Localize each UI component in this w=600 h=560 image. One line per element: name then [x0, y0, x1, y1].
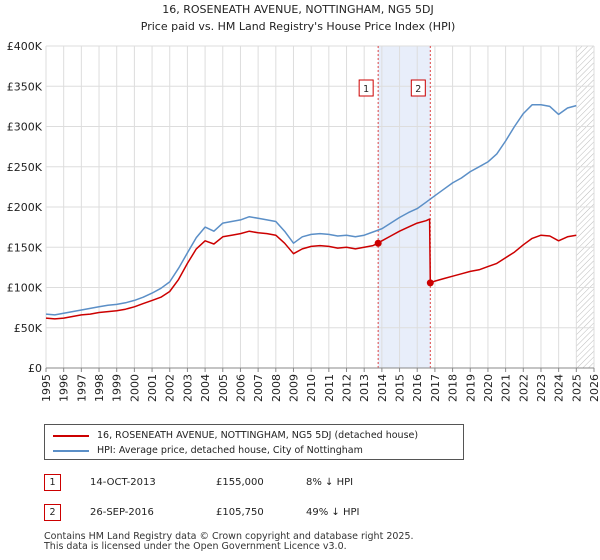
- property-series-line: [45, 218, 577, 320]
- x-tick-label: 1996: [58, 374, 71, 402]
- x-tick-label: 2003: [181, 374, 194, 402]
- x-tick-label: 2005: [217, 374, 230, 402]
- x-tick-label: 2020: [482, 374, 495, 402]
- x-tick-label: 2001: [146, 374, 159, 402]
- annotation-date-2: 26-SEP-2016: [90, 507, 154, 518]
- footer-line-1: Contains HM Land Registry data © Crown c…: [44, 531, 414, 542]
- y-tick-label: £400K: [7, 40, 43, 53]
- annotation-delta-1: 8% ↓ HPI: [306, 477, 354, 488]
- legend-property-label: 16, ROSENEATH AVENUE, NOTTINGHAM, NG5 5D…: [97, 430, 419, 441]
- legend: 16, ROSENEATH AVENUE, NOTTINGHAM, NG5 5D…: [44, 424, 464, 460]
- x-tick-label: 2016: [411, 374, 424, 402]
- x-tick-label: 2009: [287, 374, 300, 402]
- annotation-number-1: 1: [44, 474, 61, 491]
- legend-hpi-label: HPI: Average price, detached house, City…: [97, 445, 363, 456]
- y-tick-label: £50K: [14, 322, 43, 335]
- legend-item-property: 16, ROSENEATH AVENUE, NOTTINGHAM, NG5 5D…: [53, 429, 418, 443]
- x-tick-label: 2008: [270, 374, 283, 402]
- x-tick-label: 1997: [75, 374, 88, 402]
- x-tick-label: 1999: [111, 374, 124, 402]
- annotation-date-1: 14-OCT-2013: [90, 477, 156, 488]
- x-tick-label: 1995: [40, 374, 53, 402]
- footer-line-2: This data is licensed under the Open Gov…: [44, 541, 347, 552]
- annotation-delta-2: 49% ↓ HPI: [306, 507, 360, 518]
- chart-subtitle: Price paid vs. HM Land Registry's House …: [141, 20, 456, 33]
- y-tick-label: £350K: [7, 80, 43, 93]
- y-tick-label: £250K: [7, 161, 43, 174]
- x-tick-label: 1998: [93, 374, 106, 402]
- x-tick-label: 2022: [517, 374, 530, 402]
- y-tick-label: £0: [28, 362, 42, 375]
- annotation-row-2: 2 26-SEP-2016 £105,750 49% ↓ HPI: [44, 504, 584, 522]
- y-tick-label: £300K: [7, 121, 43, 134]
- marker-box-2: [410, 79, 426, 97]
- x-tick-label: 2011: [323, 374, 336, 402]
- annotation-price-1: £155,000: [216, 477, 264, 488]
- footer: Contains HM Land Registry data © Crown c…: [44, 532, 584, 552]
- legend-item-hpi: HPI: Average price, detached house, City…: [53, 444, 363, 458]
- x-tick-label: 2014: [376, 374, 389, 402]
- price-chart: 16, ROSENEATH AVENUE, NOTTINGHAM, NG5 5D…: [7, 3, 600, 402]
- x-tick-label: 2026: [588, 374, 600, 402]
- annotation-row-1: 1 14-OCT-2013 £155,000 8% ↓ HPI: [44, 474, 584, 492]
- annotation-number-2: 2: [44, 504, 61, 521]
- x-tick-label: 2015: [394, 374, 407, 402]
- x-tick-label: 2010: [305, 374, 318, 402]
- hpi-line-swatch: [53, 449, 89, 452]
- sale-point-1: [374, 239, 382, 247]
- x-tick-label: 2019: [464, 374, 477, 402]
- x-tick-label: 2007: [252, 374, 265, 402]
- property-line-swatch: [53, 434, 89, 437]
- chart-title: 16, ROSENEATH AVENUE, NOTTINGHAM, NG5 5D…: [162, 3, 433, 16]
- plot-area: 1 2 £0 £50K £100K £150K £200K £250K £300K £350K £4…: [7, 40, 600, 402]
- x-tick-label: 2024: [553, 374, 566, 402]
- x-tick-label: 2004: [199, 374, 212, 402]
- x-tick-label: 2023: [535, 374, 548, 402]
- hpi-series-line: [45, 104, 577, 316]
- y-tick-label: £200K: [7, 201, 43, 214]
- x-tick-label: 2000: [128, 374, 141, 402]
- y-tick-label: £150K: [7, 241, 43, 254]
- x-tick-label: 2021: [500, 374, 513, 402]
- x-tick-label: 2012: [341, 374, 354, 402]
- x-tick-label: 2002: [164, 374, 177, 402]
- x-tick-label: 2018: [447, 374, 460, 402]
- x-tick-label: 2025: [570, 374, 583, 402]
- marker-label-1: 1: [363, 84, 369, 95]
- sale-point-2: [426, 279, 434, 287]
- x-tick-label: 2006: [234, 374, 247, 402]
- x-tick-label: 2013: [358, 374, 371, 402]
- y-tick-label: £100K: [7, 282, 43, 295]
- marker-box-1: [358, 79, 374, 97]
- x-tick-label: 2017: [429, 374, 442, 402]
- annotation-price-2: £105,750: [216, 507, 264, 518]
- marker-label-2: 2: [415, 84, 421, 95]
